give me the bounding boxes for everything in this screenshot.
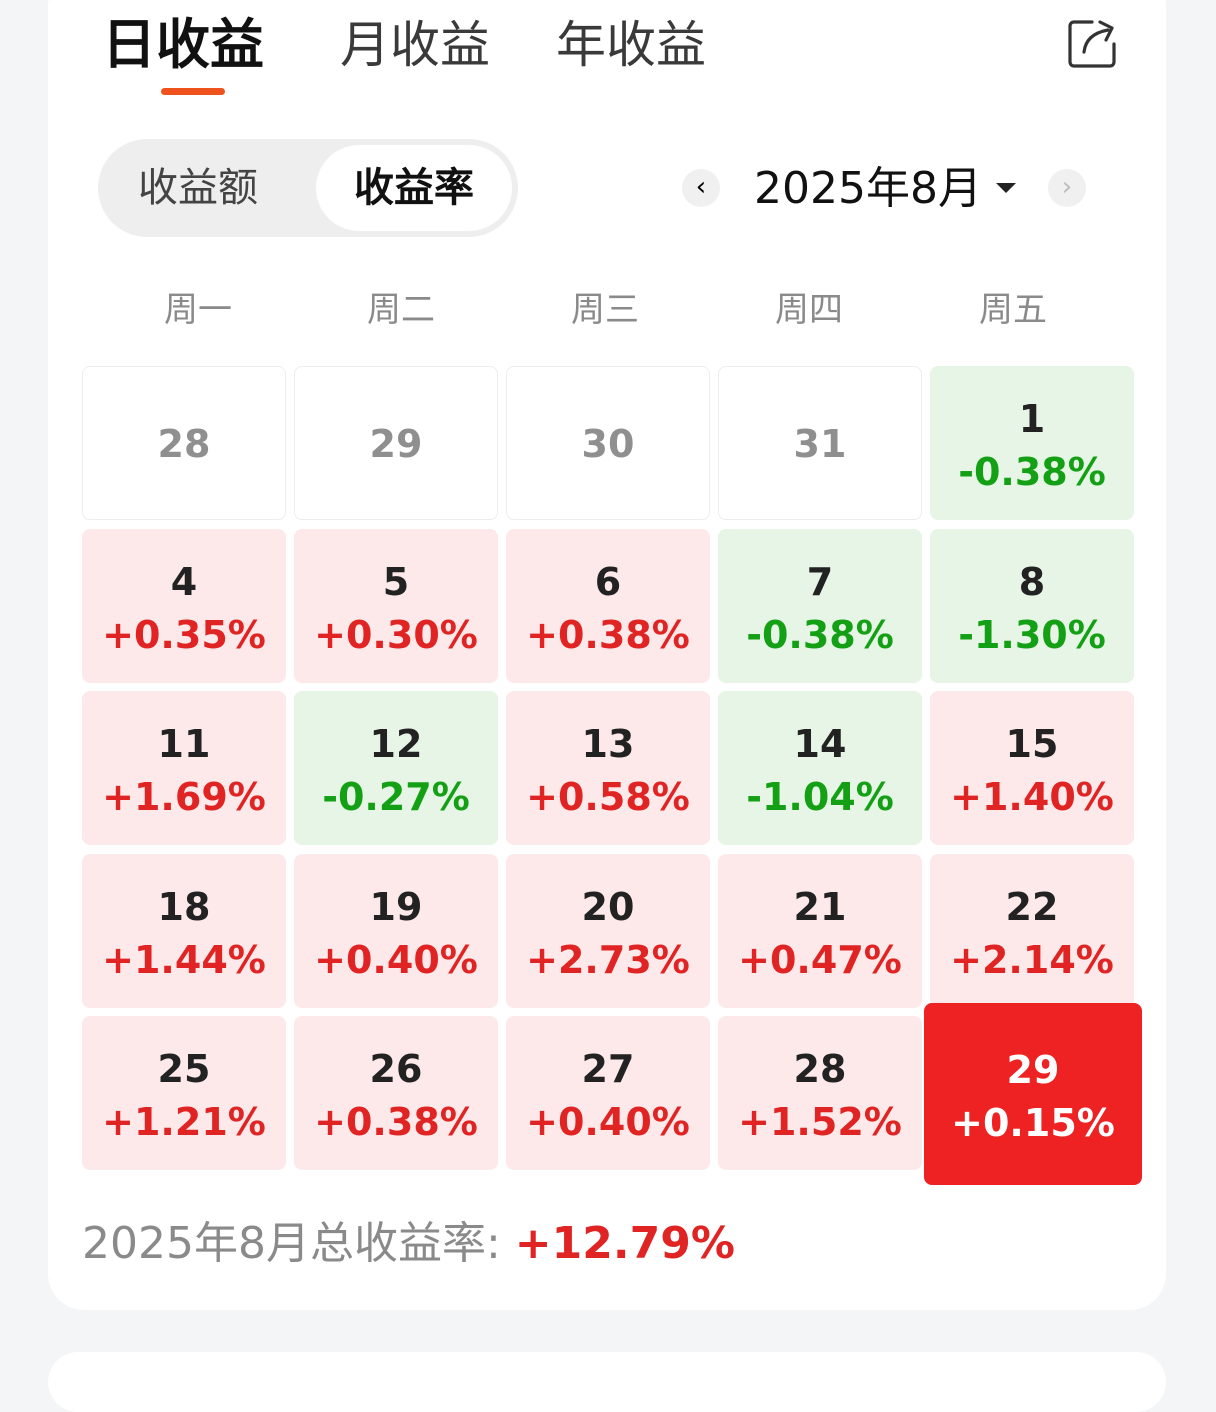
tab-yearly[interactable]: 年收益 [556,16,706,74]
tab-monthly[interactable]: 月收益 [340,16,490,74]
weekday-label: 周三 [571,290,639,330]
share-icon[interactable] [1066,18,1118,70]
summary-value: +12.79% [514,1218,735,1269]
day-return-rate: -1.30% [958,613,1106,657]
day-return-rate: +0.40% [526,1100,690,1144]
calendar-day-cell[interactable]: 4 +0.35% [82,529,286,683]
day-return-rate: +0.40% [314,938,478,982]
day-number: 30 [581,422,635,466]
weekday-label: 周二 [367,290,435,330]
calendar-day-cell[interactable]: 27 +0.40% [506,1016,710,1170]
day-number: 1 [1018,397,1046,441]
day-return-rate: +0.15% [951,1101,1115,1145]
calendar-day-cell[interactable]: 28 +1.52% [718,1016,922,1170]
calendar-day-cell[interactable]: 25 +1.21% [82,1016,286,1170]
day-number: 26 [369,1047,423,1091]
day-number: 28 [157,422,211,466]
weekday-label: 周一 [164,290,232,330]
day-return-rate: +2.14% [950,938,1114,982]
day-number: 6 [594,560,622,604]
chevron-left-icon[interactable]: ‹ [682,169,720,207]
caret-down-icon[interactable] [996,183,1016,193]
day-number: 25 [157,1047,211,1091]
day-number: 21 [793,885,847,929]
calendar-day-cell[interactable]: 29 [294,366,498,520]
day-return-rate: +0.30% [314,613,478,657]
calendar-day-cell[interactable]: 1 -0.38% [930,366,1134,520]
day-return-rate: +2.73% [526,938,690,982]
day-number: 7 [806,560,834,604]
calendar-day-cell[interactable]: 20 +2.73% [506,854,710,1008]
active-tab-indicator [161,88,225,95]
toggle-amount[interactable]: 收益额 [138,165,258,211]
day-number: 29 [369,422,423,466]
calendar-day-cell[interactable]: 13 +0.58% [506,691,710,845]
day-return-rate: +1.69% [102,775,266,819]
month-selector[interactable]: 2025年8月 [754,163,982,214]
day-return-rate: -0.38% [746,613,894,657]
day-number: 18 [157,885,211,929]
weekday-label: 周五 [979,290,1047,330]
day-number: 5 [382,560,410,604]
calendar-day-cell[interactable]: 29 +0.15% [924,1003,1142,1185]
day-number: 29 [1006,1048,1060,1092]
day-number: 11 [157,722,211,766]
day-number: 8 [1018,560,1046,604]
day-number: 14 [793,722,847,766]
summary-label: 2025年8月总收益率: [82,1218,515,1269]
day-number: 19 [369,885,423,929]
calendar-day-cell[interactable]: 12 -0.27% [294,691,498,845]
day-number: 12 [369,722,423,766]
day-number: 13 [581,722,635,766]
calendar-day-cell[interactable]: 15 +1.40% [930,691,1134,845]
next-card [48,1352,1166,1412]
period-tabs: 日收益 月收益 年收益 [0,0,1216,100]
day-number: 20 [581,885,635,929]
day-number: 28 [793,1047,847,1091]
chevron-right-icon[interactable]: › [1048,169,1086,207]
day-return-rate: +1.44% [102,938,266,982]
day-return-rate: +1.21% [102,1100,266,1144]
day-return-rate: +1.52% [738,1100,902,1144]
weekday-label: 周四 [775,290,843,330]
day-number: 31 [793,422,847,466]
day-return-rate: -1.04% [746,775,894,819]
day-number: 15 [1005,722,1059,766]
calendar-day-cell[interactable]: 21 +0.47% [718,854,922,1008]
day-return-rate: -0.27% [322,775,470,819]
day-return-rate: -0.38% [958,450,1106,494]
tab-daily[interactable]: 日收益 [102,13,264,76]
calendar-day-cell[interactable]: 5 +0.30% [294,529,498,683]
day-return-rate: +1.40% [950,775,1114,819]
day-return-rate: +0.58% [526,775,690,819]
day-number: 27 [581,1047,635,1091]
day-number: 22 [1005,885,1059,929]
toggle-rate[interactable]: 收益率 [316,145,512,231]
calendar-day-cell[interactable]: 14 -1.04% [718,691,922,845]
calendar-day-cell[interactable]: 26 +0.38% [294,1016,498,1170]
day-return-rate: +0.35% [102,613,266,657]
day-return-rate: +0.38% [526,613,690,657]
calendar-day-cell[interactable]: 30 [506,366,710,520]
day-return-rate: +0.47% [738,938,902,982]
calendar-day-cell[interactable]: 11 +1.69% [82,691,286,845]
calendar-day-cell[interactable]: 8 -1.30% [930,529,1134,683]
calendar-day-cell[interactable]: 19 +0.40% [294,854,498,1008]
calendar-day-cell[interactable]: 31 [718,366,922,520]
calendar-day-cell[interactable]: 22 +2.14% [930,854,1134,1008]
month-summary: 2025年8月总收益率: +12.79% [82,1214,735,1274]
day-number: 4 [170,560,198,604]
calendar-day-cell[interactable]: 28 [82,366,286,520]
metric-toggle: 收益额 收益率 [98,139,518,237]
calendar-day-cell[interactable]: 18 +1.44% [82,854,286,1008]
calendar-day-cell[interactable]: 7 -0.38% [718,529,922,683]
calendar-day-cell[interactable]: 6 +0.38% [506,529,710,683]
day-return-rate: +0.38% [314,1100,478,1144]
